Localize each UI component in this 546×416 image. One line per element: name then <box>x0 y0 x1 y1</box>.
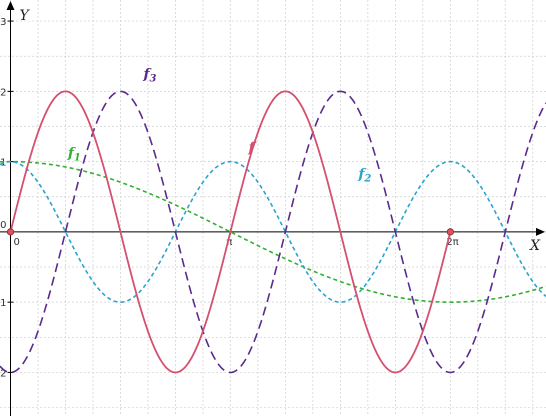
series-label-f: f <box>248 140 258 156</box>
x-tick-label: 0 <box>14 237 20 248</box>
x-axis-label: X <box>529 238 541 254</box>
series-label-f3: f3 <box>143 67 157 85</box>
series-curve-f2 <box>0 160 546 303</box>
marked-points <box>6 228 454 236</box>
x-tick-label: π <box>226 237 232 248</box>
series-curve-f <box>9 90 452 374</box>
series-curve-f1 <box>0 160 546 303</box>
y-tick-label: -2 <box>0 368 7 379</box>
y-axis-arrowhead <box>6 1 15 10</box>
series-label-f1: f1 <box>67 145 81 163</box>
text-labels: X Y f f1 f2 f3 <box>20 8 542 254</box>
y-tick-label: 0 <box>0 220 6 231</box>
y-tick-label: 2 <box>0 87 6 98</box>
x-axis-arrowhead <box>536 227 545 236</box>
series-curve-f3 <box>0 90 546 374</box>
marked-point <box>6 228 15 236</box>
y-tick-label: 3 <box>0 17 6 28</box>
y-axis-label: Y <box>20 8 31 24</box>
series-label-f2: f2 <box>357 166 371 184</box>
series-curves <box>0 90 546 374</box>
y-tick-label: -1 <box>0 298 7 309</box>
marked-point <box>446 228 454 236</box>
x-tick-label: 2π <box>446 237 458 248</box>
